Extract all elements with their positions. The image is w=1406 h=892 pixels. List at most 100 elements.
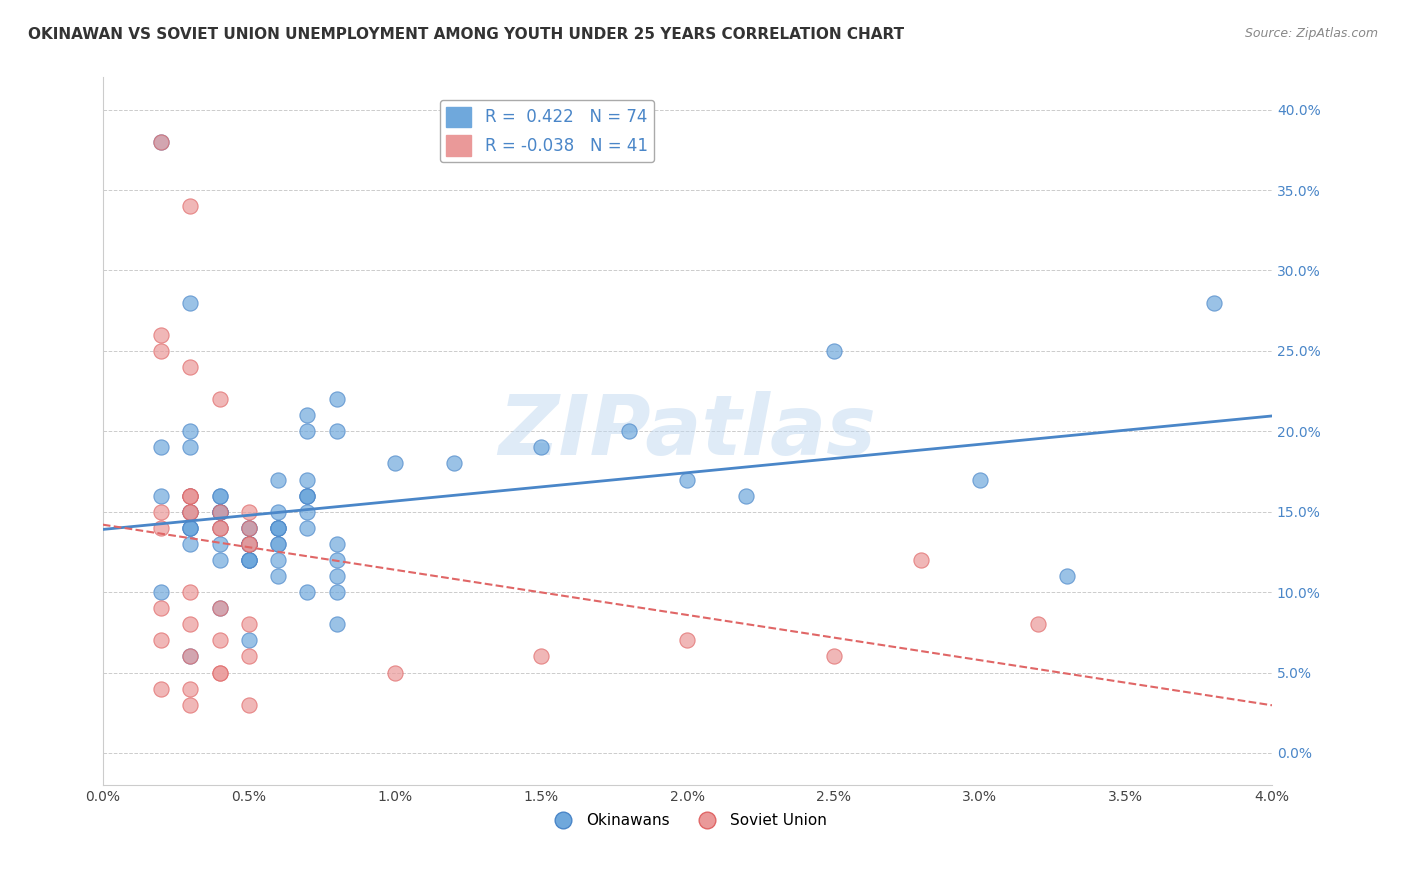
Point [297,473,319,487]
Legend: Okinawans, Soviet Union: Okinawans, Soviet Union [541,807,834,834]
Text: OKINAWAN VS SOVIET UNION UNEMPLOYMENT AMONG YOUTH UNDER 25 YEARS CORRELATION CHA: OKINAWAN VS SOVIET UNION UNEMPLOYMENT AM… [28,27,904,42]
Point [150,343,173,358]
Point [238,505,260,519]
Point [267,505,290,519]
Point [238,537,260,551]
Point [208,505,231,519]
Point [238,633,260,648]
Point [208,521,231,535]
Point [267,553,290,567]
Point [208,665,231,680]
Point [150,489,173,503]
Point [238,521,260,535]
Point [238,553,260,567]
Point [676,633,699,648]
Point [238,537,260,551]
Point [208,665,231,680]
Point [179,681,201,696]
Point [325,537,347,551]
Point [150,505,173,519]
Point [150,681,173,696]
Point [823,649,845,664]
Point [150,135,173,149]
Point [325,585,347,599]
Point [384,665,406,680]
Point [208,601,231,615]
Point [179,505,201,519]
Point [297,408,319,422]
Point [1056,569,1078,583]
Point [443,457,465,471]
Point [150,521,173,535]
Point [530,441,553,455]
Point [150,601,173,615]
Point [208,601,231,615]
Point [208,505,231,519]
Point [267,521,290,535]
Point [238,553,260,567]
Point [297,489,319,503]
Point [150,585,173,599]
Point [179,489,201,503]
Point [267,521,290,535]
Point [297,585,319,599]
Point [150,441,173,455]
Point [179,521,201,535]
Point [208,537,231,551]
Point [208,505,231,519]
Point [179,199,201,213]
Point [297,505,319,519]
Point [179,521,201,535]
Point [297,489,319,503]
Point [179,649,201,664]
Point [267,537,290,551]
Point [179,489,201,503]
Point [238,698,260,712]
Point [208,553,231,567]
Point [179,359,201,374]
Point [1026,617,1049,632]
Point [530,649,553,664]
Point [969,473,991,487]
Point [208,505,231,519]
Point [267,537,290,551]
Point [179,424,201,438]
Point [179,698,201,712]
Point [150,135,173,149]
Point [267,473,290,487]
Point [208,489,231,503]
Point [179,537,201,551]
Point [238,537,260,551]
Point [179,505,201,519]
Point [267,569,290,583]
Point [238,537,260,551]
Point [325,553,347,567]
Point [325,569,347,583]
Text: ZIPatlas: ZIPatlas [499,391,876,472]
Point [179,617,201,632]
Point [325,617,347,632]
Point [238,537,260,551]
Point [238,537,260,551]
Point [179,505,201,519]
Point [179,489,201,503]
Point [208,392,231,406]
Point [179,521,201,535]
Point [325,392,347,406]
Point [325,424,347,438]
Point [267,521,290,535]
Point [179,505,201,519]
Point [208,521,231,535]
Point [267,521,290,535]
Point [617,424,640,438]
Point [238,617,260,632]
Point [238,521,260,535]
Point [297,424,319,438]
Point [208,633,231,648]
Point [238,553,260,567]
Point [823,343,845,358]
Point [734,489,756,503]
Point [179,295,201,310]
Point [179,649,201,664]
Point [1202,295,1225,310]
